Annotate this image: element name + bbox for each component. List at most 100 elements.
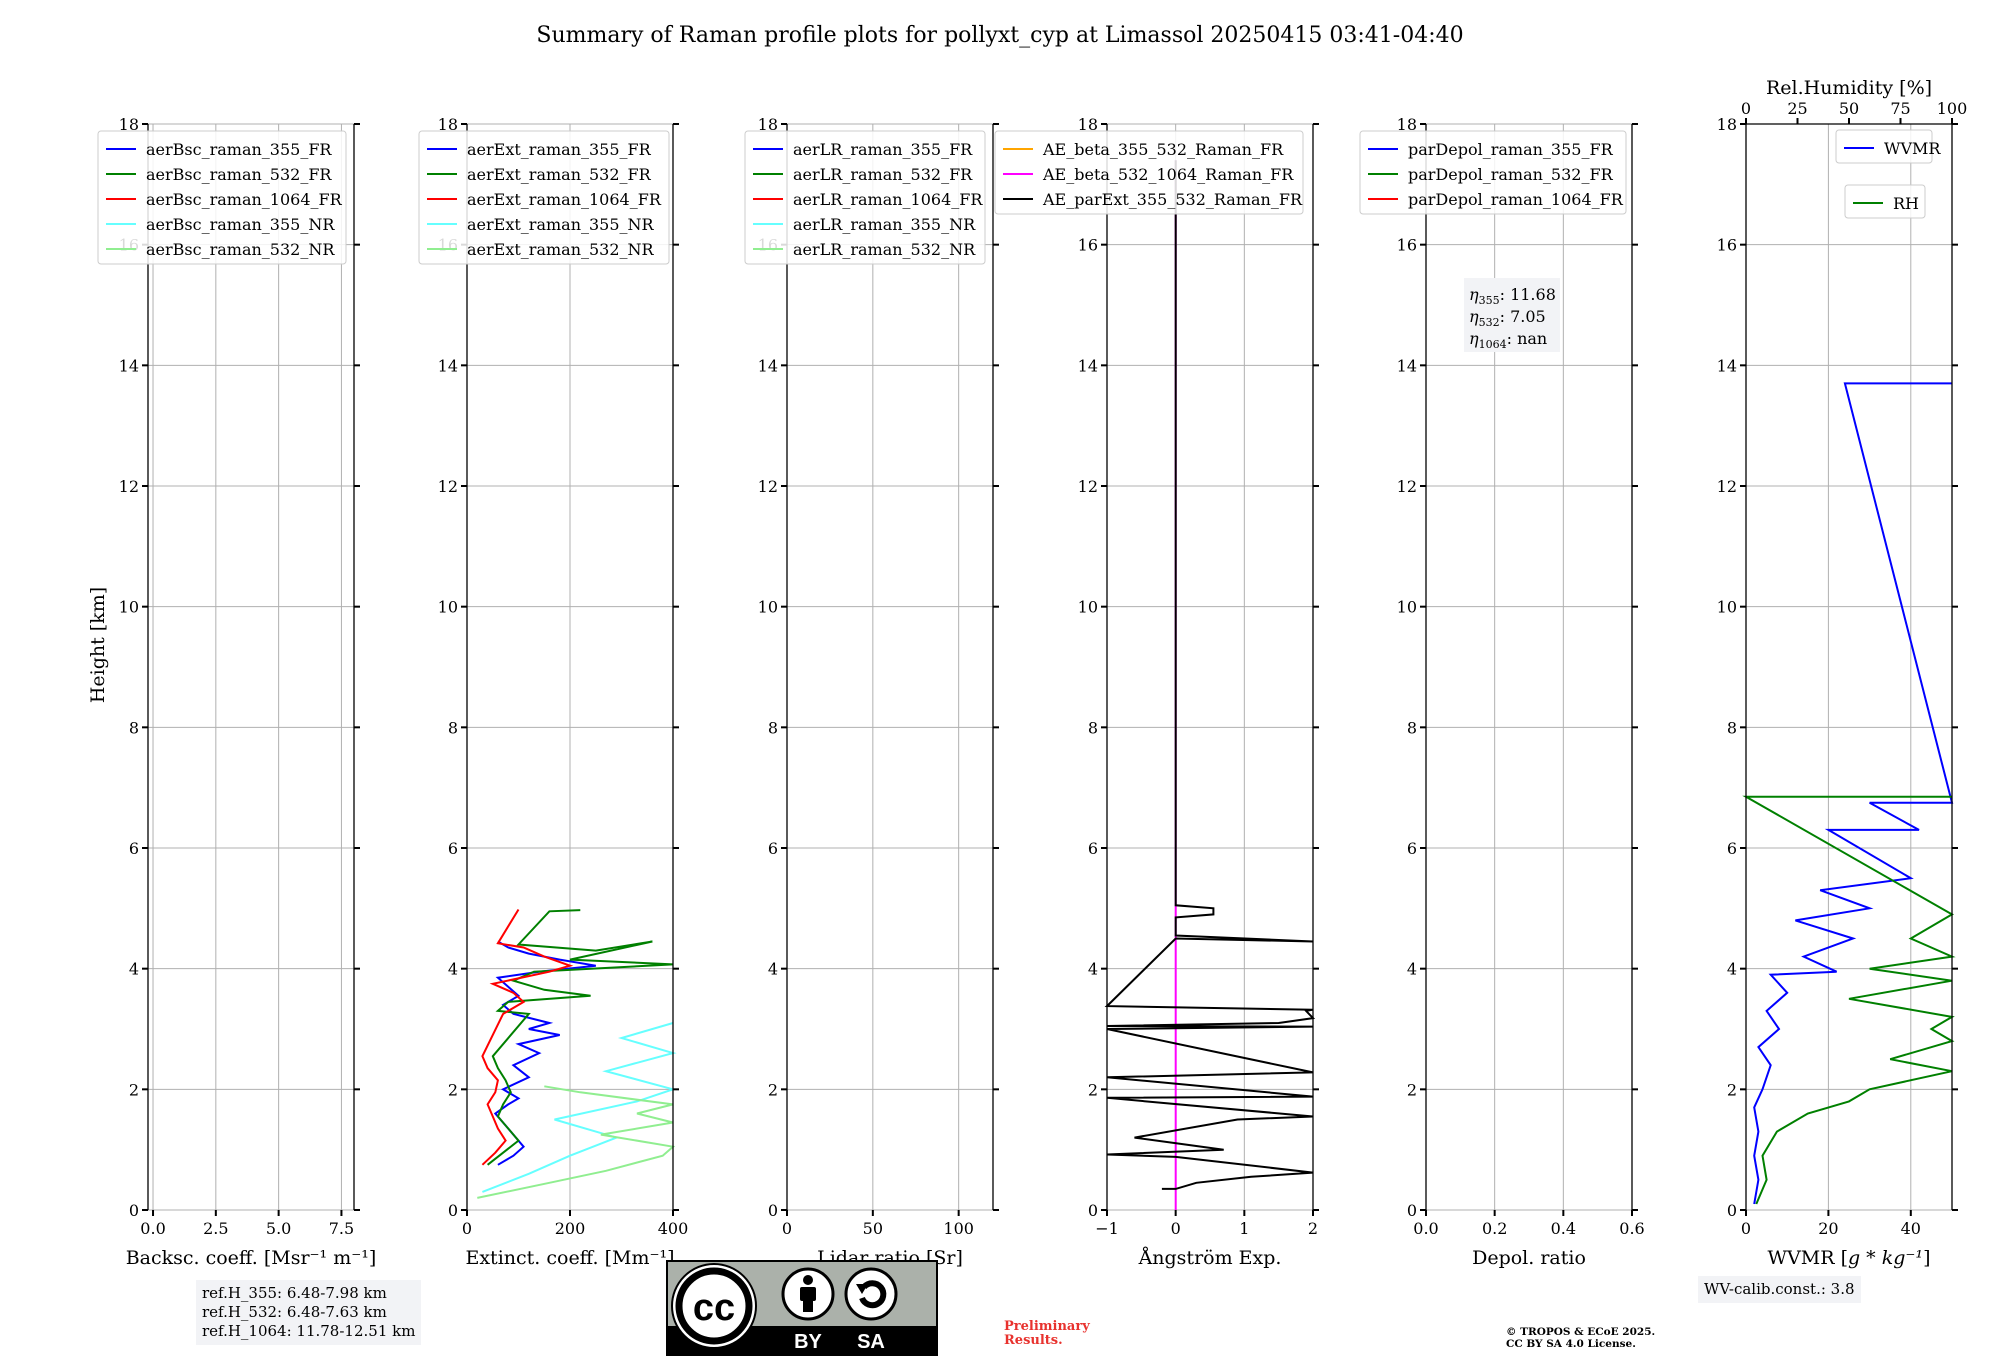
x-axis-label: WVMR [g * kg⁻¹] xyxy=(1768,1247,1931,1269)
y-tick-label: 14 xyxy=(1397,356,1417,375)
y-tick-label: 16 xyxy=(1078,236,1098,255)
preliminary-line-1: Preliminary xyxy=(1004,1319,1090,1334)
y-tick-label: 6 xyxy=(1407,839,1417,858)
x-tick-label: 0.0 xyxy=(140,1219,165,1238)
legend-label: RH xyxy=(1893,194,1919,213)
y-tick-label: 6 xyxy=(1088,839,1098,858)
eta-subscript: 355 xyxy=(1479,294,1500,307)
x-tick-label: 0.4 xyxy=(1551,1219,1576,1238)
eta-value: : 11.68 xyxy=(1500,285,1556,304)
top-tick-label: 25 xyxy=(1787,99,1807,118)
copyright-line-1: © TROPOS & ECoE 2025. xyxy=(1506,1326,1656,1338)
legend-frame xyxy=(418,130,670,265)
legend-rh: RH xyxy=(1844,184,1926,219)
copyright-note: © TROPOS & ECoE 2025. CC BY SA 4.0 Licen… xyxy=(1506,1326,1655,1350)
legend-label: parDepol_raman_1064_FR xyxy=(1408,190,1624,209)
x-label-part: ] xyxy=(1923,1247,1930,1269)
legend-label: aerExt_raman_355_FR xyxy=(467,140,652,159)
legend-label: aerExt_raman_355_NR xyxy=(467,215,655,234)
legend-frame xyxy=(994,130,1304,215)
series-line-aerExt_raman_355_NR xyxy=(482,1022,677,1193)
legend-wvmr: WVMR xyxy=(1835,129,1941,164)
panel-5: 0 2 4 6 8 10 12 14 16 18 0.0 0.2 0.4 0.6 Depol. ratio p… xyxy=(1359,115,1645,1269)
y-tick-label: 4 xyxy=(1727,960,1737,979)
panel-3: 024681012141618050100Lidar ratio [Sr]aer… xyxy=(744,115,999,1269)
y-tick-label: 6 xyxy=(448,839,458,858)
legend-frame xyxy=(1359,130,1627,215)
eta-line: η355: 11.68 xyxy=(1469,285,1556,307)
y-tick-label: 12 xyxy=(119,477,139,496)
wv-calib-box: WV-calib.const.: 3.8 xyxy=(1698,1276,1861,1303)
series-line-aerExt_raman_1064_FR xyxy=(481,908,574,1166)
y-tick-label: 4 xyxy=(1088,960,1098,979)
y-tick-label: 8 xyxy=(1727,718,1737,737)
y-tick-label: 0 xyxy=(129,1201,139,1220)
legend-label: aerExt_raman_532_NR xyxy=(467,240,655,259)
top-tick-label: 0 xyxy=(1741,99,1751,118)
panel-2: 0246810121416180200400Extinct. coeff. [M… xyxy=(418,115,689,1269)
legend: parDepol_raman_355_FR parDepol_raman_532_… xyxy=(1359,130,1627,215)
y-tick-label: 12 xyxy=(438,477,458,496)
y-tick-label: 12 xyxy=(1717,477,1737,496)
eta-value: : 7.05 xyxy=(1500,307,1546,326)
y-tick-label: 10 xyxy=(119,598,139,617)
legend-label: AE_beta_532_1064_Raman_FR xyxy=(1042,165,1294,184)
y-tick-label: 16 xyxy=(1717,236,1737,255)
series-line-aerExt_raman_532_FR xyxy=(486,909,674,1166)
legend-label: parDepol_raman_532_FR xyxy=(1408,165,1614,184)
y-tick-label: 8 xyxy=(1088,718,1098,737)
legend-label: aerBsc_raman_532_FR xyxy=(146,165,332,184)
eta-value: : nan xyxy=(1507,329,1548,348)
top-axis-label: Rel.Humidity [%] xyxy=(1766,77,1932,99)
by-text: BY xyxy=(794,1331,822,1353)
legend-label: aerBsc_raman_355_NR xyxy=(146,215,335,234)
x-axis-label: Extinct. coeff. [Mm⁻¹] xyxy=(465,1247,674,1269)
y-tick-label: 14 xyxy=(119,356,139,375)
series-line-aerExt_raman_532_NR xyxy=(477,1085,676,1199)
legend-frame xyxy=(1844,184,1926,219)
wv-calib-const: WV-calib.const.: 3.8 xyxy=(1704,1280,1855,1298)
x-tick-label: −1 xyxy=(1095,1219,1119,1238)
eta-symbol: η xyxy=(1469,329,1479,348)
legend-label: AE_beta_355_532_Raman_FR xyxy=(1042,140,1284,159)
x-tick-label: 5.0 xyxy=(266,1219,291,1238)
y-tick-label: 0 xyxy=(448,1201,458,1220)
series-line-AE_parExt_355_532_Raman_FR xyxy=(1104,160,1316,1190)
legend: aerBsc_raman_355_FR aerBsc_raman_532_FRae… xyxy=(97,130,347,265)
y-tick-label: 18 xyxy=(758,115,778,134)
y-tick-label: 12 xyxy=(1397,477,1417,496)
y-tick-label: 10 xyxy=(1717,598,1737,617)
legend-frame xyxy=(97,130,347,265)
y-tick-label: 4 xyxy=(768,960,778,979)
x-axis-label: Backsc. coeff. [Msr⁻¹ m⁻¹] xyxy=(126,1247,377,1269)
ref-h-1064: ref.H_1064: 11.78-12.51 km xyxy=(202,1322,416,1340)
legend-label: aerBsc_raman_532_NR xyxy=(146,240,335,259)
legend-frame xyxy=(744,130,986,265)
y-tick-label: 2 xyxy=(768,1080,778,1099)
y-axis-label: Height [km] xyxy=(87,587,109,703)
legend-label: aerLR_raman_355_FR xyxy=(793,140,973,159)
y-tick-label: 12 xyxy=(758,477,778,496)
y-tick-label: 18 xyxy=(119,115,139,134)
x-tick-label: 100 xyxy=(943,1219,974,1238)
y-tick-label: 2 xyxy=(129,1080,139,1099)
share-alike-icon xyxy=(844,1267,898,1321)
legend-label: AE_parExt_355_532_Raman_FR xyxy=(1042,190,1303,209)
y-tick-label: 2 xyxy=(1407,1080,1417,1099)
legend-label: aerLR_raman_1064_FR xyxy=(793,190,983,209)
cc-text: cc xyxy=(693,1287,735,1329)
y-tick-label: 18 xyxy=(438,115,458,134)
x-tick-label: 0 xyxy=(1171,1219,1181,1238)
y-tick-label: 6 xyxy=(129,839,139,858)
x-tick-label: 2 xyxy=(1308,1219,1318,1238)
x-axis-label: Depol. ratio xyxy=(1472,1247,1586,1269)
x-tick-label: 400 xyxy=(658,1219,689,1238)
x-tick-label: 0 xyxy=(1741,1219,1751,1238)
x-tick-label: 0 xyxy=(782,1219,792,1238)
y-tick-label: 8 xyxy=(448,718,458,737)
y-tick-label: 0 xyxy=(1407,1201,1417,1220)
y-tick-label: 0 xyxy=(1727,1201,1737,1220)
y-tick-label: 12 xyxy=(1078,477,1098,496)
eta-box xyxy=(1464,278,1560,352)
